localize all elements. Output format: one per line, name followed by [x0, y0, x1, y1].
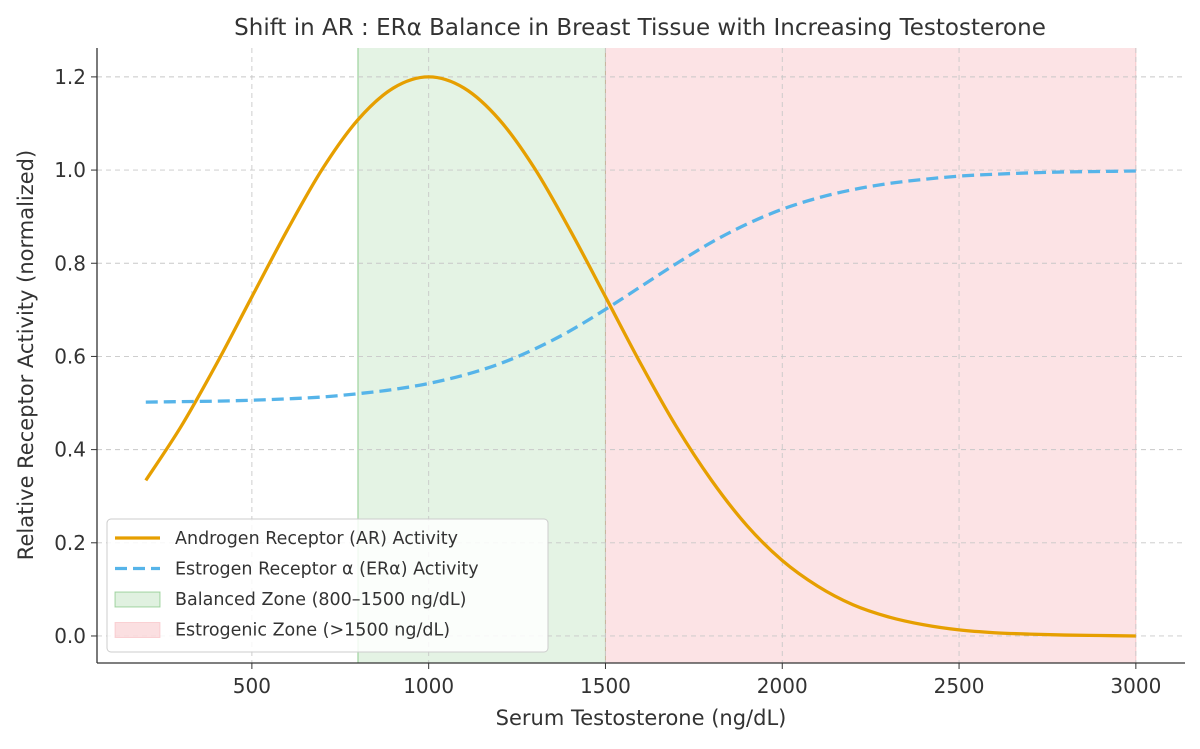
legend-label: Balanced Zone (800–1500 ng/dL)	[175, 590, 466, 610]
legend-label: Estrogenic Zone (>1500 ng/dL)	[175, 621, 450, 641]
x-axis-label: Serum Testosterone (ng/dL)	[496, 706, 787, 730]
y-tick-label: 0.4	[54, 438, 86, 462]
chart-title: Shift in AR : ERα Balance in Breast Tiss…	[234, 15, 1046, 41]
y-tick-label: 0.8	[54, 251, 86, 275]
x-tick-label: 1500	[580, 674, 631, 698]
series-line	[144, 75, 1136, 638]
legend-label: Androgen Receptor (AR) Activity	[175, 529, 458, 549]
x-tick-label: 1000	[403, 674, 454, 698]
x-tick-label: 3000	[1110, 674, 1161, 698]
legend-swatch	[114, 591, 161, 608]
x-tick-label: 2000	[757, 674, 808, 698]
legend-box	[106, 518, 549, 653]
y-tick-label: 0.0	[54, 624, 86, 648]
zone-band	[605, 48, 1136, 663]
y-tick-label: 0.2	[54, 531, 86, 555]
x-tick-label: 2500	[934, 674, 985, 698]
y-tick-label: 1.0	[54, 158, 86, 182]
series-line	[145, 169, 1136, 404]
y-tick-label: 0.6	[54, 344, 86, 368]
legend: Androgen Receptor (AR) Activity Estrogen …	[106, 518, 549, 653]
y-axis-label: Relative Receptor Activity (normalized)	[14, 150, 38, 560]
x-tick-label: 500	[233, 674, 271, 698]
legend-swatch	[114, 622, 161, 638]
y-tick-label: 1.2	[54, 65, 86, 89]
legend-label: Estrogen Receptor α (ERα) Activity	[175, 560, 479, 580]
